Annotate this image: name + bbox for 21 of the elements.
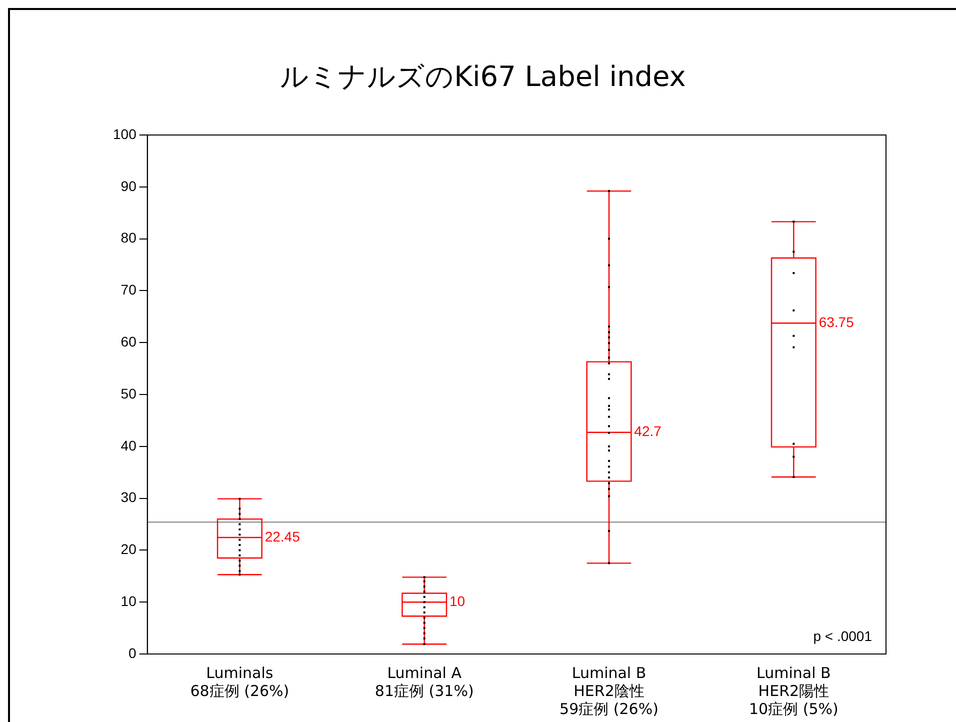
y-tick-label: 100 (113, 126, 137, 142)
chart-title: ルミナルズのKi67 Label index (279, 59, 687, 95)
annotation: p < .0001 (813, 628, 872, 644)
y-tick-label: 90 (120, 178, 137, 194)
y-tick-label: 70 (120, 282, 137, 298)
annotation: 10 (450, 592, 466, 609)
y-tick-label: 0 (128, 644, 137, 661)
y-tick-label: 10 (120, 592, 137, 609)
y-tick-label: 60 (120, 333, 137, 350)
x-tick-label: Luminal B HER2陰性 59症例 (26%) (560, 664, 658, 718)
annotation: 22.45 (264, 528, 300, 544)
y-tick-label: 40 (120, 437, 137, 454)
y-tick-label: 50 (120, 385, 137, 402)
y-tick-label: 20 (120, 541, 137, 558)
y-tick-label: 30 (120, 489, 137, 506)
annotation: 63.75 (818, 314, 854, 330)
y-tick-label: 80 (120, 230, 137, 246)
x-tick-label: Luminals 68症例 (26%) (190, 664, 290, 700)
x-tick-label: Luminal B HER2陽性 10症例 (5%) (748, 664, 838, 718)
x-tick-label: Luminal A 81症例 (31%) (374, 664, 474, 700)
annotation: 42.7 (634, 423, 662, 440)
